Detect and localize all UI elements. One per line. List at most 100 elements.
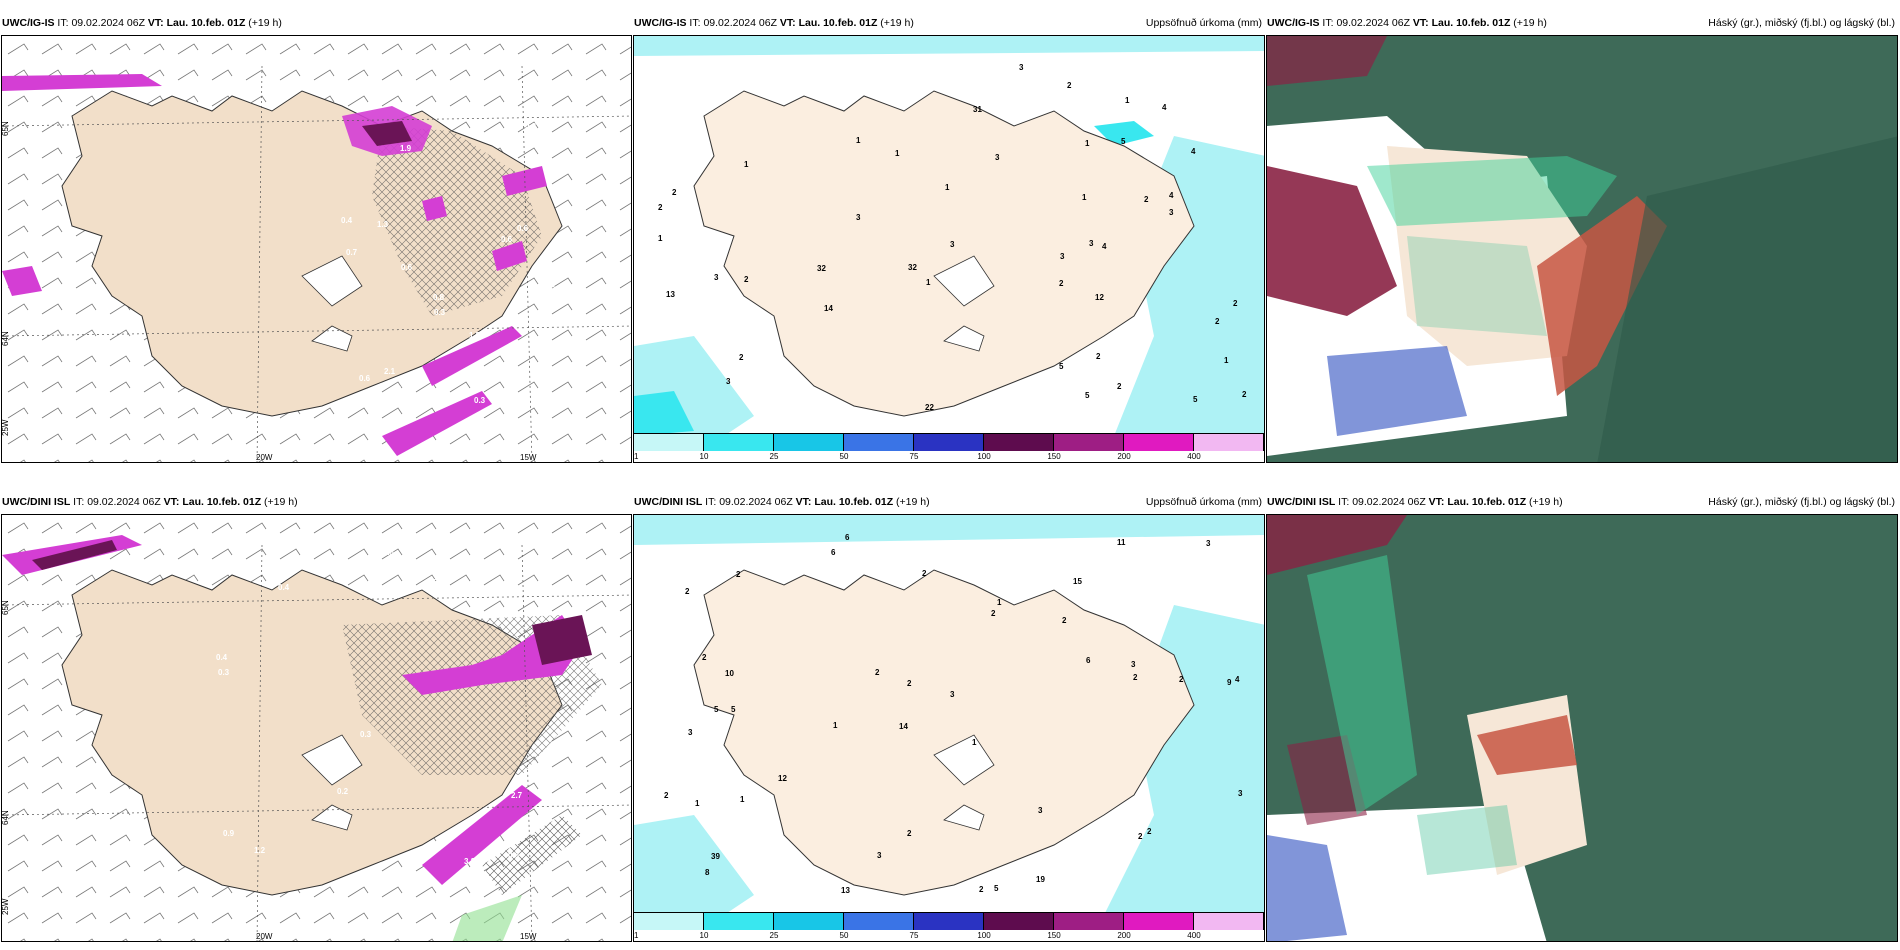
- precip-map: 2 2 2 2 5 5 4 1 1 2 3 3 13 12 14 5 4 3 1 1 1 1 1 2 3 2 1 1 2 2 4 3 2 2 3 3 3…: [634, 36, 1264, 462]
- map-value-label: 3: [950, 240, 955, 249]
- colorbar-cell: [704, 434, 774, 451]
- map-value-label: 5: [731, 705, 736, 714]
- map-value-label: 0.9: [223, 829, 235, 838]
- precip-map: 6 15 9 14 1 5 2 2 3 2 3 8 6 1 2 5 2 11 6 12 10 5 4 2 2 2 2 2 2 1 2 1 1 2 3…: [634, 515, 1264, 941]
- precip-panel-row2: UWC/DINI ISL IT: 09.02.2024 06Z VT: Lau.…: [633, 496, 1265, 942]
- map-value-label: 6: [845, 533, 850, 542]
- iceland-land: [693, 90, 1195, 417]
- map-value-label: 1: [1082, 193, 1087, 202]
- map-value-label: 1: [1125, 96, 1130, 105]
- map-value-label: 2: [744, 275, 749, 284]
- map-value-label: 3: [1206, 539, 1211, 548]
- map-value-label: 3: [1060, 252, 1065, 261]
- map-value-label: 2: [1233, 299, 1238, 308]
- cloud-panel-row2: UWC/DINI ISL IT: 09.02.2024 06Z VT: Lau.…: [1266, 496, 1898, 942]
- colorbar-cell: [704, 913, 774, 930]
- colorbar-tick: 25: [769, 452, 779, 461]
- map-value-label: 6: [1086, 656, 1091, 665]
- map-value-label: 3: [1038, 806, 1043, 815]
- map-value-label: 0.7: [346, 248, 358, 257]
- lat-label: 64N: [2, 331, 10, 346]
- map-value-label: 0.6: [517, 224, 529, 233]
- map-value-label: 2.7: [511, 791, 523, 800]
- map-value-label: 5: [1121, 137, 1126, 146]
- colorbar-cell: [844, 913, 914, 930]
- colorbar: 1 10 25 50 75 100 150 200 400: [634, 433, 1264, 462]
- lat-label: 25W: [2, 419, 10, 436]
- map-value-label: 13: [841, 886, 850, 895]
- panel-header: UWC/DINI ISL IT: 09.02.2024 06Z VT: Lau.…: [634, 496, 930, 508]
- map-value-label: 3: [995, 153, 1000, 162]
- map-value-label: 8: [705, 868, 710, 877]
- map-value-label: 2: [1242, 390, 1247, 399]
- map-value-label: 1: [926, 278, 931, 287]
- colorbar-tick: 150: [1047, 452, 1061, 461]
- map-value-label: 0.6: [501, 235, 513, 244]
- cloud-title: Háský (gr.), miðský (fj.bl.) og lágský (…: [1708, 17, 1895, 29]
- precip-panel-row1: UWC/IG-IS IT: 09.02.2024 06Z VT: Lau. 10…: [633, 17, 1265, 463]
- map-value-label: 2: [1215, 317, 1220, 326]
- map-value-label: 3: [856, 213, 861, 222]
- lat-label: 64N: [2, 810, 10, 825]
- cloud-panel-row1: UWC/IG-IS IT: 09.02.2024 06Z VT: Lau. 10…: [1266, 17, 1898, 463]
- wind-map: 3.4 1.9 2.1 1.3 0.6 0.3 2.8 0.6 0.3 1.1 0.6 0.4 0.8 1…: [2, 36, 631, 462]
- map-value-label: 3.2: [464, 857, 476, 866]
- map-value-label: 0.4: [216, 653, 228, 662]
- map-value-label: 32: [908, 263, 917, 272]
- map-value-label: 3: [1019, 63, 1024, 72]
- colorbar-cell: [844, 434, 914, 451]
- colorbar-tick: 200: [1117, 931, 1131, 940]
- map-value-label: 15: [1073, 577, 1082, 586]
- map-value-label: 0.3: [218, 668, 230, 677]
- colorbar-cell: [914, 434, 984, 451]
- panel-header: UWC/DINI ISL IT: 09.02.2024 06Z VT: Lau.…: [2, 496, 298, 508]
- map-value-label: 0.6: [319, 556, 331, 565]
- map-value-label: 39: [711, 852, 720, 861]
- map-value-label: 1: [658, 234, 663, 243]
- colorbar-tick: 150: [1047, 931, 1061, 940]
- colorbar-cell: [914, 913, 984, 930]
- map-value-label: 2: [672, 188, 677, 197]
- map-value-label: 3: [1169, 208, 1174, 217]
- colorbar-cell: [634, 434, 704, 451]
- map-value-label: 0.4: [341, 216, 353, 225]
- colorbar-cell: [774, 434, 844, 451]
- lon-label: 15W: [520, 932, 537, 941]
- map-value-label: 1: [1085, 139, 1090, 148]
- lat-label: 65N: [2, 121, 10, 136]
- colorbar-cell: [774, 913, 844, 930]
- lon-label: 20W: [256, 453, 273, 462]
- map-value-label: 9: [1227, 678, 1232, 687]
- map-value-label: 2.1: [96, 884, 108, 893]
- map-value-label: 2.8: [551, 285, 563, 294]
- map-value-label: 6: [831, 548, 836, 557]
- lon-label: 15W: [520, 453, 537, 462]
- map-value-label: 14: [824, 304, 833, 313]
- map-value-label: 1: [695, 799, 700, 808]
- map-value-label: 0.3: [474, 396, 486, 405]
- colorbar-cell: [1054, 434, 1124, 451]
- colorbar-cell: [634, 913, 704, 930]
- map-value-label: 4: [1102, 242, 1107, 251]
- map-value-label: 4: [1169, 191, 1174, 200]
- map-value-label: 11: [1117, 538, 1126, 547]
- colorbar-cell: [1194, 434, 1264, 451]
- map-value-label: 1: [997, 598, 1002, 607]
- colorbar-tick: 10: [699, 452, 709, 461]
- map-value-label: 31: [973, 105, 982, 114]
- map-value-label: 2: [979, 885, 984, 894]
- colorbar-tick: 75: [909, 931, 919, 940]
- map-value-label: 2: [922, 569, 927, 578]
- map-value-label: 2: [664, 791, 669, 800]
- cloud-map: [1267, 515, 1897, 941]
- iceland-land: [693, 569, 1195, 896]
- map-value-label: 1: [833, 721, 838, 730]
- map-value-label: 3: [714, 273, 719, 282]
- map-value-label: 2: [1144, 195, 1149, 204]
- map-value-label: 2: [1117, 382, 1122, 391]
- cloud-title: Háský (gr.), miðský (fj.bl.) og lágský (…: [1708, 496, 1895, 508]
- map-value-label: 3: [1131, 660, 1136, 669]
- map-value-label: 22: [925, 403, 934, 412]
- map-value-label: 19: [1036, 875, 1045, 884]
- map-value-label: 0.6: [401, 263, 413, 272]
